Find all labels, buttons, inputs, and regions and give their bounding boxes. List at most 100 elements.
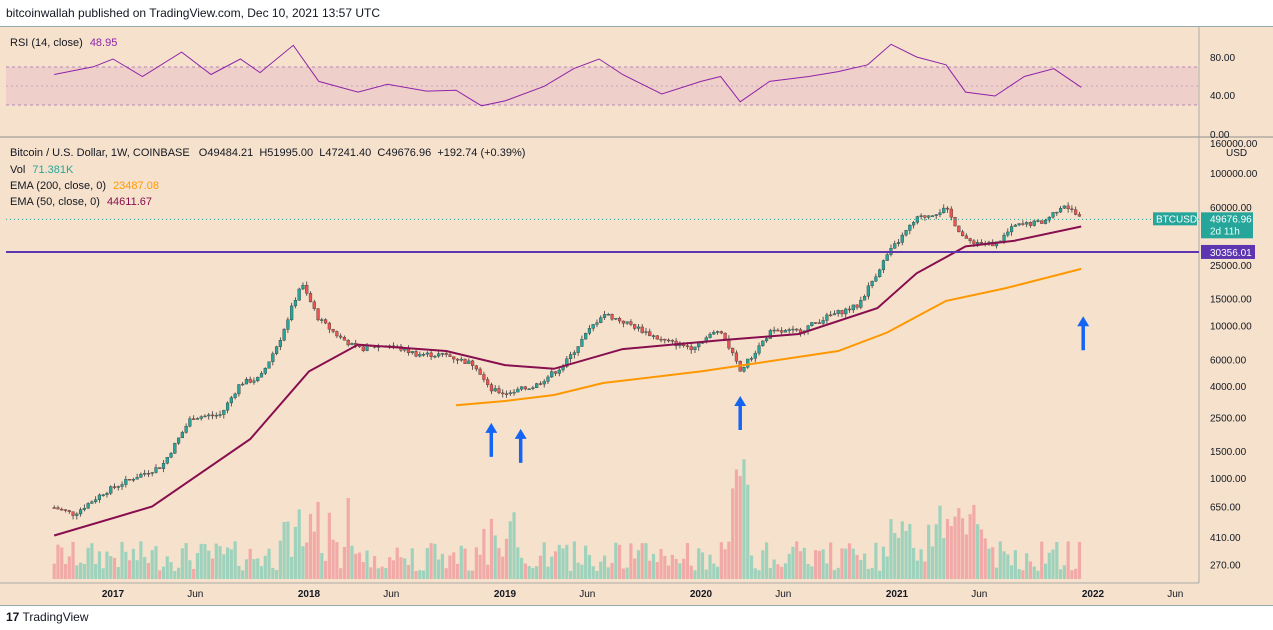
candle-body (237, 384, 241, 395)
candle-body (1070, 208, 1074, 211)
volume-bar (1070, 570, 1074, 579)
ema50-legend: EMA (50, close, 0) 44611.67 (10, 196, 152, 208)
volume-bar (719, 542, 723, 579)
tradingview-mark: 17 (6, 610, 20, 624)
volume-bar (602, 555, 607, 579)
volume-bar (169, 562, 173, 579)
candle-body (207, 414, 211, 417)
candle-body (1013, 224, 1017, 227)
candle-body (452, 356, 456, 360)
volume-bar (557, 544, 561, 579)
candle-body (71, 511, 75, 516)
candle-body (546, 376, 550, 382)
volume-bar (576, 562, 580, 579)
volume-bar (127, 560, 132, 579)
rsi-tick-40: 40.00 (1210, 91, 1235, 102)
volume-bar (312, 531, 316, 579)
volume-bar (625, 567, 629, 579)
candle-body (862, 295, 867, 301)
candle-body (859, 299, 863, 308)
volume-bar (176, 567, 181, 579)
volume-bar (109, 556, 113, 579)
volume-bar (214, 543, 218, 579)
candle-body (772, 329, 776, 332)
candle-body (169, 453, 173, 458)
price-axis-ticks[interactable]: 160000.00100000.0060000.0040000.0025000.… (1210, 139, 1258, 572)
volume-bar (286, 521, 290, 579)
volume-bar (964, 534, 968, 579)
candle-body (949, 208, 953, 218)
candle-body (290, 305, 294, 320)
candle-body (1021, 223, 1025, 225)
symbol-legend: Bitcoin / U.S. Dollar, 1W, COINBASE O494… (10, 147, 525, 159)
candle-body (648, 331, 652, 337)
candle-body (78, 509, 83, 515)
candle-body (829, 314, 833, 317)
volume-bar (444, 568, 448, 579)
volume-legend: Vol 71.381K (10, 164, 73, 176)
price-tick: 160000.00 (1210, 139, 1258, 150)
candle-body (550, 371, 554, 378)
volume-bar (772, 559, 776, 579)
volume-bar (512, 512, 516, 579)
candle-body (305, 284, 309, 294)
candle-body (617, 318, 622, 322)
time-tick: 2018 (298, 589, 321, 600)
candle-body (131, 479, 135, 481)
volume-bar (421, 570, 426, 579)
volume-bar (893, 532, 897, 579)
ema200-line (455, 267, 1082, 407)
volume-bar (493, 535, 497, 579)
volume-bar (904, 530, 908, 579)
candle-body (599, 317, 603, 323)
candle-body (595, 322, 599, 325)
candle-body (553, 371, 558, 374)
volume-bar (953, 516, 957, 579)
candle-body (176, 437, 181, 444)
volume-bar (817, 550, 821, 579)
candle-body (259, 373, 264, 378)
symbol-label[interactable]: Bitcoin / U.S. Dollar, 1W, COINBASE (10, 147, 190, 159)
volume-bar (244, 559, 249, 579)
volume-bar (192, 568, 196, 579)
volume-bar (934, 524, 938, 579)
volume-bar (919, 549, 923, 579)
volume-bar (339, 568, 343, 579)
chart-frame: 80.00 40.00 0.00 160000.00 100000.00 60000… (0, 26, 1273, 606)
volume-bar (531, 567, 535, 579)
volume-bar (795, 541, 799, 579)
candle-body (184, 426, 188, 433)
volume-bar (580, 564, 584, 579)
rsi-line (54, 43, 1082, 107)
chart-canvas[interactable]: 80.00 40.00 0.00 160000.00 100000.00 60000… (0, 27, 1273, 605)
candle-body (749, 358, 754, 360)
price-tick: 100000.00 (1210, 169, 1258, 180)
volume-bar (527, 565, 531, 579)
volume-bar (798, 551, 803, 579)
volume-bar (764, 542, 769, 579)
volume-bar (617, 544, 622, 579)
candle-body (1062, 205, 1066, 209)
volume-bar (161, 566, 166, 579)
candle-body (1028, 222, 1033, 226)
candle-body (429, 352, 433, 357)
candle-body (832, 313, 837, 316)
candle-body (719, 331, 723, 334)
candle-body (851, 304, 855, 311)
volume-bar (222, 554, 226, 579)
candle-body (497, 388, 501, 394)
candle-body (486, 379, 490, 385)
volume-bar (587, 554, 592, 579)
tradingview-logo[interactable]: 17 TradingView (6, 610, 89, 624)
volume-bar (173, 570, 177, 579)
candle-body (689, 346, 693, 350)
volume-bar (320, 553, 324, 579)
time-axis[interactable]: 2017 Jun 2018 Jun 2019 Jun 2020 Jun 2021 Jun 2022 J… (102, 589, 1184, 600)
candle-body (478, 368, 482, 375)
volume-bar (489, 518, 494, 579)
volume-bar (425, 548, 429, 579)
countdown-label: 2d 11h (1210, 226, 1240, 237)
volume-bar (911, 547, 916, 579)
volume-bar (825, 563, 829, 579)
volume-bar (682, 558, 686, 579)
